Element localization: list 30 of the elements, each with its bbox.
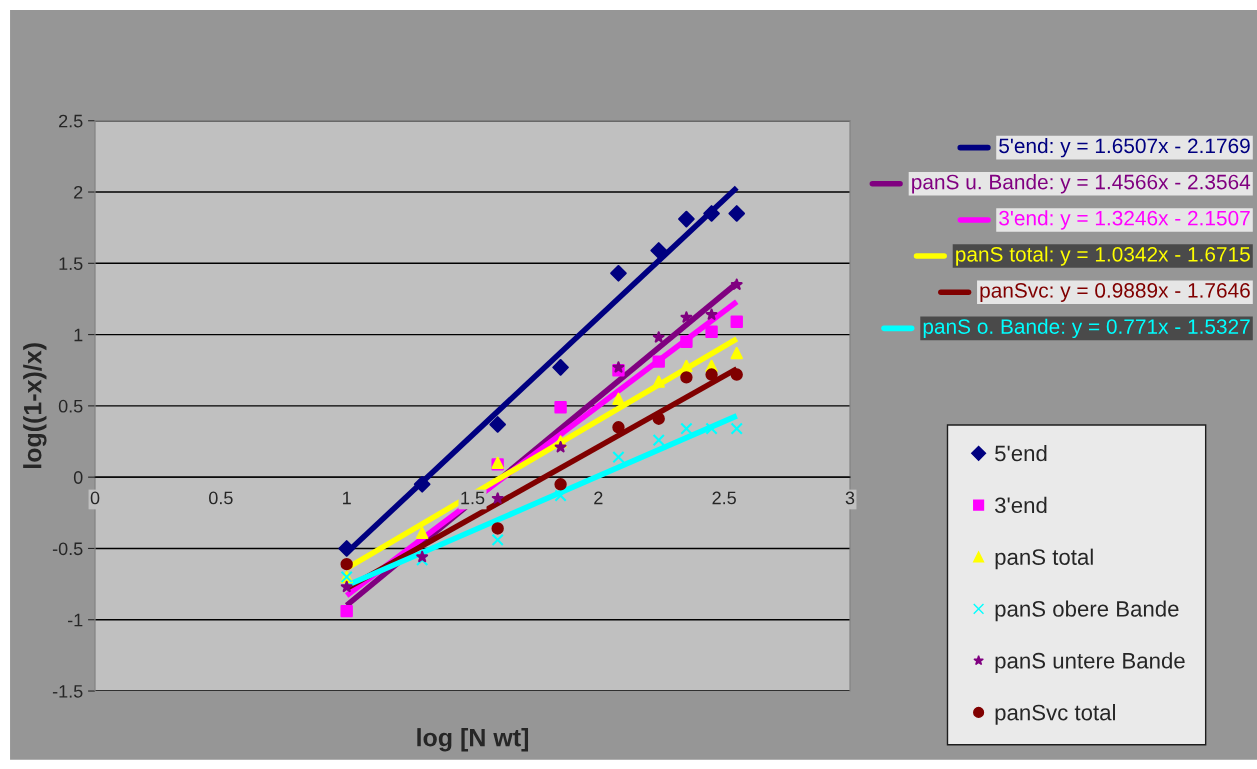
y-axis-title: log((1-x)/x) — [23, 343, 47, 469]
legend-label: panS o. Bande: y = 0.771x - 1.5327 — [923, 318, 1250, 339]
legend-label: 3'end — [995, 496, 1047, 514]
x-tick-label: 2.5 — [712, 491, 736, 505]
legend-label: 3'end: y = 1.3246x - 2.1507 — [999, 210, 1250, 230]
y-tick-label: 1 — [74, 328, 83, 342]
x-tick-label: 3 — [845, 491, 855, 505]
legend-label: panS obere Bande — [995, 600, 1179, 622]
y-tick-label: 1.5 — [59, 257, 83, 271]
y-tick-label: 0.5 — [58, 399, 83, 413]
legend-label: 5'end — [995, 444, 1047, 462]
y-tick-label: -1.5 — [52, 685, 83, 698]
legend-label: panSvc total — [995, 704, 1115, 725]
legend-label: panS u. Bande: y = 1.4566x - 2.3564 — [912, 174, 1251, 194]
y-tick-label: -0.5 — [52, 542, 83, 556]
legend-label: 5'end: y = 1.6507x - 2.1769 — [999, 137, 1250, 158]
legend-label: panSvc: y = 0.9889x - 1.7646 — [980, 283, 1250, 302]
x-tick-label: 1 — [343, 491, 351, 505]
legend-label: panS total — [995, 548, 1093, 570]
x-tick-label: 0.5 — [209, 491, 233, 505]
x-tick-label: 0 — [90, 491, 100, 505]
x-tick-label: 1.5 — [461, 491, 485, 505]
y-tick-label: 2 — [74, 185, 83, 199]
y-tick-label: 0 — [73, 471, 83, 484]
y-tick-label: -1 — [67, 613, 83, 627]
legend-label: panS untere Bande — [995, 652, 1185, 673]
legend-label: panS total: y = 1.0342x - 1.6715 — [956, 246, 1250, 266]
x-tick-label: 2 — [594, 491, 603, 505]
y-tick-label: 2.5 — [59, 114, 83, 128]
x-axis-title: log [N wt] — [417, 728, 529, 752]
